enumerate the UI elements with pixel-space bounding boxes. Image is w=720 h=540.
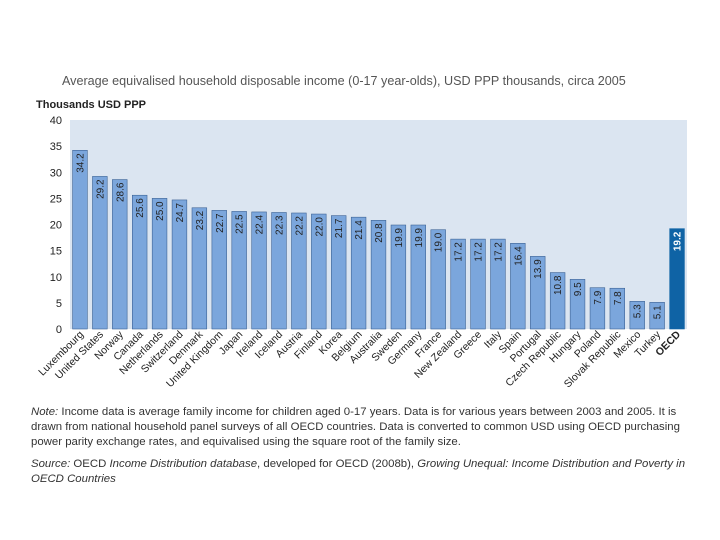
bar-value-label: 28.6 (115, 182, 126, 202)
bar-value-label: 34.2 (75, 153, 86, 173)
bar-value-label: 17.2 (493, 242, 504, 262)
bar (112, 179, 128, 330)
bar-value-label: 29.2 (95, 179, 106, 199)
y-tick-label: 0 (56, 324, 62, 336)
y-axis-label: Thousands USD PPP (36, 99, 147, 111)
bar-value-label: 25.6 (135, 198, 146, 218)
y-tick-label: 25 (50, 193, 62, 205)
bar-value-label: 25.0 (155, 201, 166, 221)
bar (92, 176, 108, 330)
note-text: Income data is average family income for… (31, 406, 680, 449)
bar (72, 150, 88, 330)
bar (350, 216, 367, 330)
bar (450, 238, 466, 330)
bar (311, 213, 327, 330)
bar-value-label: 19.0 (434, 232, 445, 252)
chart-title: Average equivalised household disposable… (62, 74, 626, 88)
bar-value-label: 19.9 (414, 228, 425, 248)
source-part1: OECD (70, 458, 110, 470)
bar (211, 210, 227, 330)
bar (629, 301, 645, 330)
bar (410, 224, 426, 330)
bar (390, 224, 407, 330)
y-tick-label: 10 (50, 272, 62, 284)
chart-note: Note: Income data is average family inco… (31, 405, 691, 451)
bar (490, 238, 506, 330)
bar-chart: 0 5 10 15 20 25 30 35 40 34.2 29.2 28.6 25.6 25.0 24.… (36, 115, 687, 390)
bar-value-label: 19.9 (394, 228, 405, 248)
bar-value-label: 21.4 (354, 220, 365, 240)
bar (370, 220, 387, 330)
bar-value-label: 20.8 (374, 223, 385, 243)
bar (569, 279, 586, 330)
source-publication: Growing Unequal: Income Distribution and… (31, 458, 686, 486)
bar (530, 256, 546, 330)
bar-value-label: 22.4 (255, 215, 266, 235)
bar-value-label: 13.9 (533, 259, 544, 279)
bar (191, 207, 208, 330)
y-tick-label: 20 (50, 220, 62, 232)
bar (649, 302, 665, 330)
bar (271, 212, 287, 330)
bar-value-label: 21.7 (334, 218, 345, 238)
bar-value-label: 17.2 (454, 242, 465, 262)
bar (151, 198, 168, 330)
bar (470, 238, 486, 330)
source-part2: , developed for OECD (2008b), (257, 458, 418, 470)
bar (510, 243, 526, 330)
bar-value-label: 7.9 (593, 290, 604, 304)
y-tick-label: 5 (56, 298, 62, 310)
chart-source: Source: OECD Income Distribution databas… (31, 457, 691, 487)
bar (609, 287, 625, 330)
bar-value-label: 10.8 (553, 275, 564, 295)
bar (132, 194, 148, 330)
bar-value-label: 22.7 (215, 213, 226, 233)
bar-value-label: 23.2 (195, 210, 206, 230)
bar-value-label: 22.0 (314, 217, 325, 237)
bar-value-label: 9.5 (573, 282, 584, 296)
bar (171, 199, 188, 330)
bar-value-label: 19.2 (673, 231, 684, 251)
bar (589, 287, 606, 330)
bar (251, 211, 267, 330)
bar (331, 215, 347, 330)
bar-value-label: 22.5 (235, 214, 246, 234)
source-db: Income Distribution database (109, 458, 258, 470)
bar-value-label: 16.4 (513, 246, 524, 266)
bar-value-label: 17.2 (474, 242, 485, 262)
note-lead: Note: (31, 406, 59, 418)
source-lead: Source: (31, 458, 71, 470)
bar (549, 272, 566, 330)
bar-value-label: 5.1 (653, 305, 664, 319)
bar-value-label: 22.3 (274, 215, 285, 235)
bar-value-label: 22.2 (294, 216, 305, 236)
y-tick-label: 35 (50, 141, 62, 153)
bar (291, 212, 307, 330)
bar (669, 228, 685, 330)
bar-value-label: 24.7 (175, 203, 186, 223)
bar (231, 211, 247, 330)
bar-value-label: 5.3 (633, 304, 644, 318)
y-tick-label: 30 (50, 167, 62, 179)
y-tick-label: 40 (50, 115, 62, 127)
bar (430, 229, 446, 330)
bar-value-label: 7.8 (613, 291, 624, 305)
y-tick-label: 15 (50, 246, 62, 258)
